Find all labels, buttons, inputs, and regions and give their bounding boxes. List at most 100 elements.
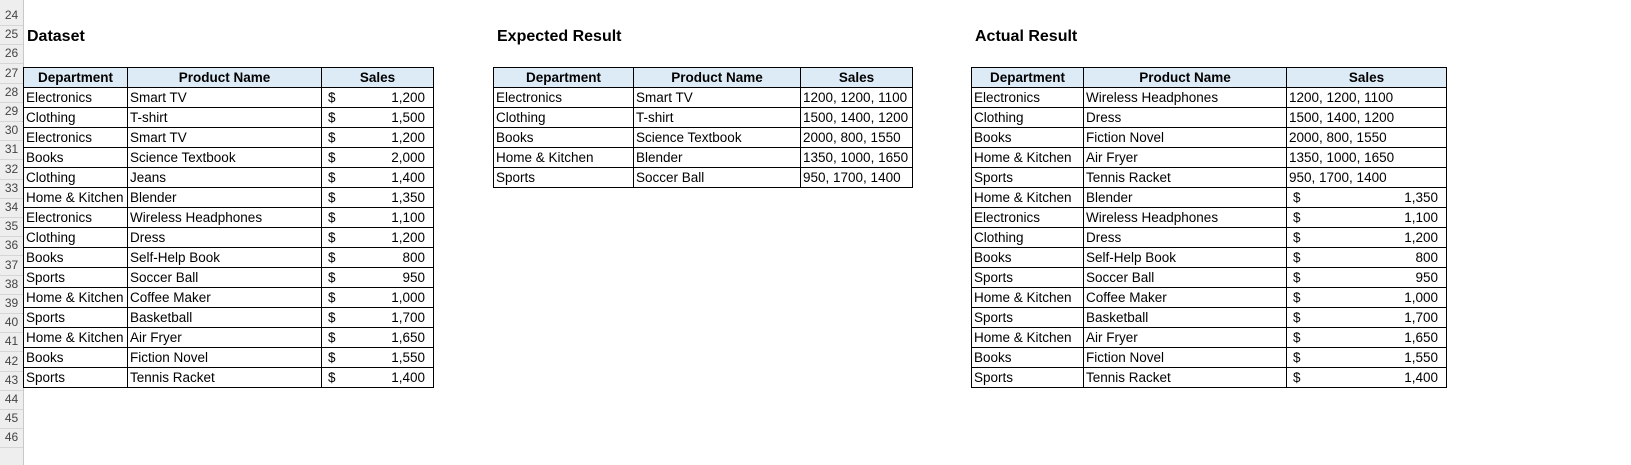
product-name-cell[interactable]: Wireless Headphones [127, 207, 322, 228]
department-cell[interactable]: Books [23, 247, 128, 268]
product-name-cell[interactable]: Science Textbook [633, 127, 801, 148]
actual-header-sales[interactable]: Sales [1286, 67, 1447, 88]
department-cell[interactable]: Clothing [23, 107, 128, 128]
department-cell[interactable]: Sports [971, 167, 1084, 188]
product-name-cell[interactable]: Basketball [127, 307, 322, 328]
sales-cell[interactable]: 2000, 800, 1550 [1286, 127, 1447, 148]
product-name-cell[interactable]: Air Fryer [1083, 327, 1287, 348]
row-number[interactable]: 39 [0, 293, 23, 314]
sales-cell[interactable]: $1,550 [321, 347, 434, 368]
department-cell[interactable]: Clothing [971, 227, 1084, 248]
row-number[interactable]: 29 [0, 101, 23, 122]
department-cell[interactable]: Electronics [23, 87, 128, 108]
sales-cell[interactable]: $1,650 [321, 327, 434, 348]
product-name-cell[interactable]: Self-Help Book [1083, 247, 1287, 268]
sales-cell[interactable]: $1,700 [1286, 307, 1447, 328]
product-name-cell[interactable]: Fiction Novel [1083, 347, 1287, 368]
department-cell[interactable]: Books [971, 127, 1084, 148]
department-cell[interactable]: Clothing [23, 167, 128, 188]
sales-cell[interactable]: $1,500 [321, 107, 434, 128]
product-name-cell[interactable]: Tennis Racket [1083, 367, 1287, 388]
sales-cell[interactable]: 1350, 1000, 1650 [1286, 147, 1447, 168]
department-cell[interactable]: Sports [23, 267, 128, 288]
product-name-cell[interactable]: Fiction Novel [1083, 127, 1287, 148]
sales-cell[interactable]: 1200, 1200, 1100 [1286, 87, 1447, 108]
expected-header-department[interactable]: Department [493, 67, 634, 88]
row-number[interactable]: 45 [0, 408, 23, 430]
sales-cell[interactable]: 2000, 800, 1550 [800, 127, 913, 148]
department-cell[interactable]: Home & Kitchen [23, 287, 128, 308]
sales-cell[interactable]: $1,400 [1286, 367, 1447, 388]
dataset-header-sales[interactable]: Sales [321, 67, 434, 88]
product-name-cell[interactable]: Air Fryer [127, 327, 322, 348]
department-cell[interactable]: Books [23, 347, 128, 368]
department-cell[interactable]: Books [971, 247, 1084, 268]
row-number[interactable]: 37 [0, 255, 23, 276]
product-name-cell[interactable]: T-shirt [633, 107, 801, 128]
product-name-cell[interactable]: Tennis Racket [127, 367, 322, 388]
product-name-cell[interactable]: Wireless Headphones [1083, 207, 1287, 228]
department-cell[interactable]: Electronics [971, 207, 1084, 228]
department-cell[interactable]: Sports [23, 367, 128, 388]
sales-cell[interactable]: $1,100 [321, 207, 434, 228]
product-name-cell[interactable]: Self-Help Book [127, 247, 322, 268]
product-name-cell[interactable]: Soccer Ball [1083, 267, 1287, 288]
sales-cell[interactable]: $1,350 [1286, 187, 1447, 208]
sales-cell[interactable]: $2,000 [321, 147, 434, 168]
expected-header-sales[interactable]: Sales [800, 67, 913, 88]
department-cell[interactable]: Home & Kitchen [971, 187, 1084, 208]
department-cell[interactable]: Home & Kitchen [971, 327, 1084, 348]
row-number[interactable]: 35 [0, 216, 23, 238]
row-number[interactable]: 32 [0, 159, 23, 180]
sales-cell[interactable]: 1500, 1400, 1200 [800, 107, 913, 128]
product-name-cell[interactable]: Dress [1083, 227, 1287, 248]
sales-cell[interactable]: $1,550 [1286, 347, 1447, 368]
row-number[interactable]: 28 [0, 82, 23, 103]
sales-cell[interactable]: $800 [1286, 247, 1447, 268]
row-number[interactable]: 26 [0, 43, 23, 65]
product-name-cell[interactable]: Air Fryer [1083, 147, 1287, 168]
row-number[interactable]: 24 [0, 5, 23, 26]
department-cell[interactable]: Home & Kitchen [23, 187, 128, 208]
product-name-cell[interactable]: Science Textbook [127, 147, 322, 168]
row-number[interactable]: 43 [0, 370, 23, 391]
product-name-cell[interactable]: Tennis Racket [1083, 167, 1287, 188]
sales-cell[interactable]: $1,400 [321, 167, 434, 188]
department-cell[interactable]: Sports [971, 367, 1084, 388]
sales-cell[interactable]: 950, 1700, 1400 [800, 167, 913, 188]
row-number[interactable]: 36 [0, 235, 23, 257]
sales-cell[interactable]: $1,200 [321, 127, 434, 148]
department-cell[interactable]: Electronics [23, 207, 128, 228]
product-name-cell[interactable]: Smart TV [633, 87, 801, 108]
row-number[interactable]: 44 [0, 389, 23, 410]
department-cell[interactable]: Electronics [971, 87, 1084, 108]
sales-cell[interactable]: 950, 1700, 1400 [1286, 167, 1447, 188]
row-number[interactable]: 38 [0, 274, 23, 295]
product-name-cell[interactable]: Basketball [1083, 307, 1287, 328]
department-cell[interactable]: Home & Kitchen [971, 147, 1084, 168]
product-name-cell[interactable]: T-shirt [127, 107, 322, 128]
sales-cell[interactable]: $800 [321, 247, 434, 268]
row-number[interactable]: 33 [0, 178, 23, 199]
sales-cell[interactable]: 1350, 1000, 1650 [800, 147, 913, 168]
department-cell[interactable]: Home & Kitchen [971, 287, 1084, 308]
product-name-cell[interactable]: Wireless Headphones [1083, 87, 1287, 108]
sales-cell[interactable]: $1,400 [321, 367, 434, 388]
department-cell[interactable]: Clothing [971, 107, 1084, 128]
product-name-cell[interactable]: Jeans [127, 167, 322, 188]
department-cell[interactable]: Sports [971, 307, 1084, 328]
row-number[interactable]: 41 [0, 331, 23, 353]
row-number[interactable]: 25 [0, 24, 23, 46]
product-name-cell[interactable]: Soccer Ball [127, 267, 322, 288]
sales-cell[interactable]: $1,000 [321, 287, 434, 308]
department-cell[interactable]: Home & Kitchen [493, 147, 634, 168]
product-name-cell[interactable]: Fiction Novel [127, 347, 322, 368]
sales-cell[interactable]: $1,200 [1286, 227, 1447, 248]
actual-header-department[interactable]: Department [971, 67, 1084, 88]
sales-cell[interactable]: $1,000 [1286, 287, 1447, 308]
sales-cell[interactable]: $1,350 [321, 187, 434, 208]
department-cell[interactable]: Electronics [23, 127, 128, 148]
product-name-cell[interactable]: Coffee Maker [1083, 287, 1287, 308]
department-cell[interactable]: Books [23, 147, 128, 168]
department-cell[interactable]: Electronics [493, 87, 634, 108]
